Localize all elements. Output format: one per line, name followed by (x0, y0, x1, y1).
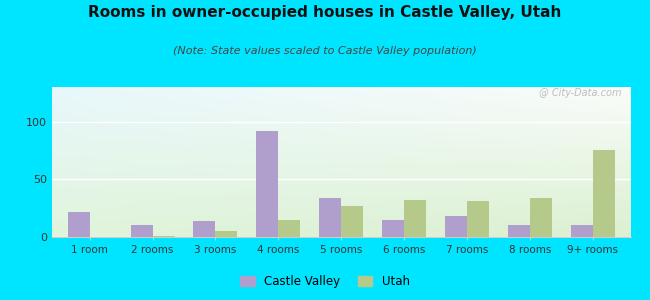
Text: Rooms in owner-occupied houses in Castle Valley, Utah: Rooms in owner-occupied houses in Castle… (88, 4, 562, 20)
Bar (216, 231, 237, 237)
Bar (341, 206, 363, 237)
Bar (278, 220, 300, 237)
Bar (508, 226, 530, 237)
Bar (571, 226, 593, 237)
Bar (382, 220, 404, 237)
Bar (153, 236, 175, 237)
Legend: Castle Valley, Utah: Castle Valley, Utah (236, 270, 414, 292)
Bar (404, 200, 426, 237)
Bar (131, 226, 153, 237)
Bar (194, 221, 216, 237)
Bar (319, 198, 341, 237)
Bar (467, 201, 489, 237)
Bar (256, 131, 278, 237)
Bar (68, 212, 90, 237)
Bar (530, 198, 552, 237)
Text: @ City-Data.com: @ City-Data.com (540, 88, 622, 98)
Bar (593, 151, 615, 237)
Bar (445, 216, 467, 237)
Text: (Note: State values scaled to Castle Valley population): (Note: State values scaled to Castle Val… (173, 46, 477, 56)
